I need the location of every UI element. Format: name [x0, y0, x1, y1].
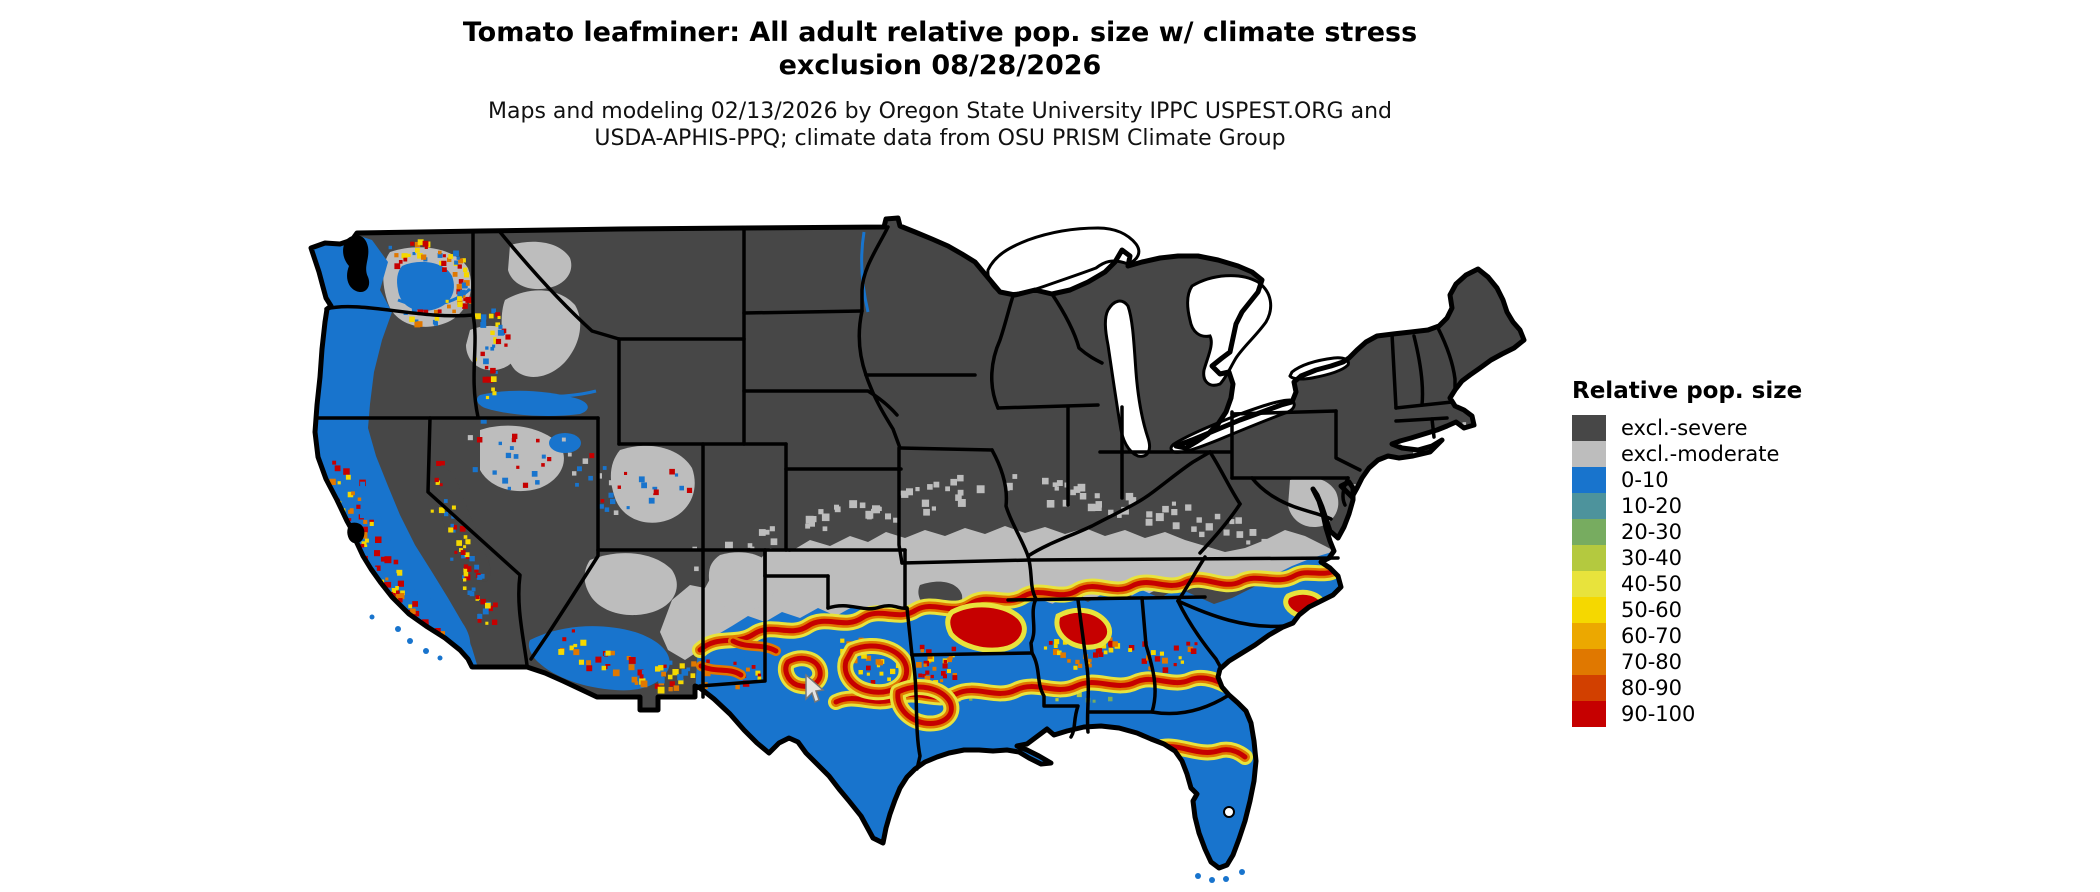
legend-label: 40-50: [1621, 572, 1683, 596]
puget-sound: [343, 235, 370, 293]
lake-okeechobee: [1223, 806, 1235, 818]
legend-swatch-40-50: [1572, 571, 1606, 597]
legend-swatch-10-20: [1572, 493, 1606, 519]
legend-label: 30-40: [1621, 546, 1683, 570]
mouse-cursor-icon: [805, 673, 825, 704]
legend-label: 20-30: [1621, 520, 1683, 544]
legend-label: 10-20: [1621, 494, 1683, 518]
legend-title: Relative pop. size: [1572, 378, 1803, 404]
legend-swatch-50-60: [1572, 597, 1606, 623]
legend-label: 70-80: [1621, 650, 1683, 674]
subtitle: Maps and modeling 02/13/2026 by Oregon S…: [240, 98, 1640, 152]
legend-row: 40-50: [1572, 571, 1932, 597]
legend-row: 0-10: [1572, 467, 1932, 493]
red-blobs: [945, 589, 1327, 653]
legend-swatch-excl-moderate: [1572, 441, 1606, 467]
legend-label: 80-90: [1621, 676, 1683, 700]
legend-swatch-60-70: [1572, 623, 1606, 649]
legend-row: 60-70: [1572, 623, 1932, 649]
legend-row: 50-60: [1572, 597, 1932, 623]
legend-swatch-20-30: [1572, 519, 1606, 545]
legend-row: 10-20: [1572, 493, 1932, 519]
legend-swatch-30-40: [1572, 545, 1606, 571]
legend-row: 30-40: [1572, 545, 1932, 571]
page-title-line1: Tomato leafminer: All adult relative pop…: [462, 17, 1418, 48]
legend-label: 60-70: [1621, 624, 1683, 648]
legend-row: 20-30: [1572, 519, 1932, 545]
subtitle-line2: USDA-APHIS-PPQ; climate data from OSU PR…: [594, 126, 1286, 151]
legend-row: excl.-moderate: [1572, 441, 1932, 467]
legend-row: 80-90: [1572, 675, 1932, 701]
legend-row: 90-100: [1572, 701, 1932, 727]
legend-label: excl.-moderate: [1621, 442, 1780, 466]
state-borders: [316, 225, 1457, 771]
legend-swatch-excl-severe: [1572, 415, 1606, 441]
legend-label: 0-10: [1621, 468, 1669, 492]
legend-label: excl.-severe: [1621, 416, 1748, 440]
subtitle-line1: Maps and modeling 02/13/2026 by Oregon S…: [488, 99, 1392, 124]
legend-row: excl.-severe: [1572, 415, 1932, 441]
legend-swatch-70-80: [1572, 649, 1606, 675]
page-title-line2: exclusion 08/28/2026: [778, 50, 1102, 81]
san-francisco-bay: [347, 522, 365, 544]
legend-label: 90-100: [1621, 702, 1696, 726]
legend-swatch-0-10: [1572, 467, 1606, 493]
water-features: [343, 235, 370, 544]
legend: Relative pop. size excl.-severe excl.-mo…: [1572, 378, 1932, 727]
legend-label: 50-60: [1621, 598, 1683, 622]
legend-swatch-80-90: [1572, 675, 1606, 701]
legend-row: 70-80: [1572, 649, 1932, 675]
legend-swatch-90-100: [1572, 701, 1606, 727]
offshore-islands: [369, 614, 1245, 883]
header: Tomato leafminer: All adult relative pop…: [240, 16, 1640, 152]
